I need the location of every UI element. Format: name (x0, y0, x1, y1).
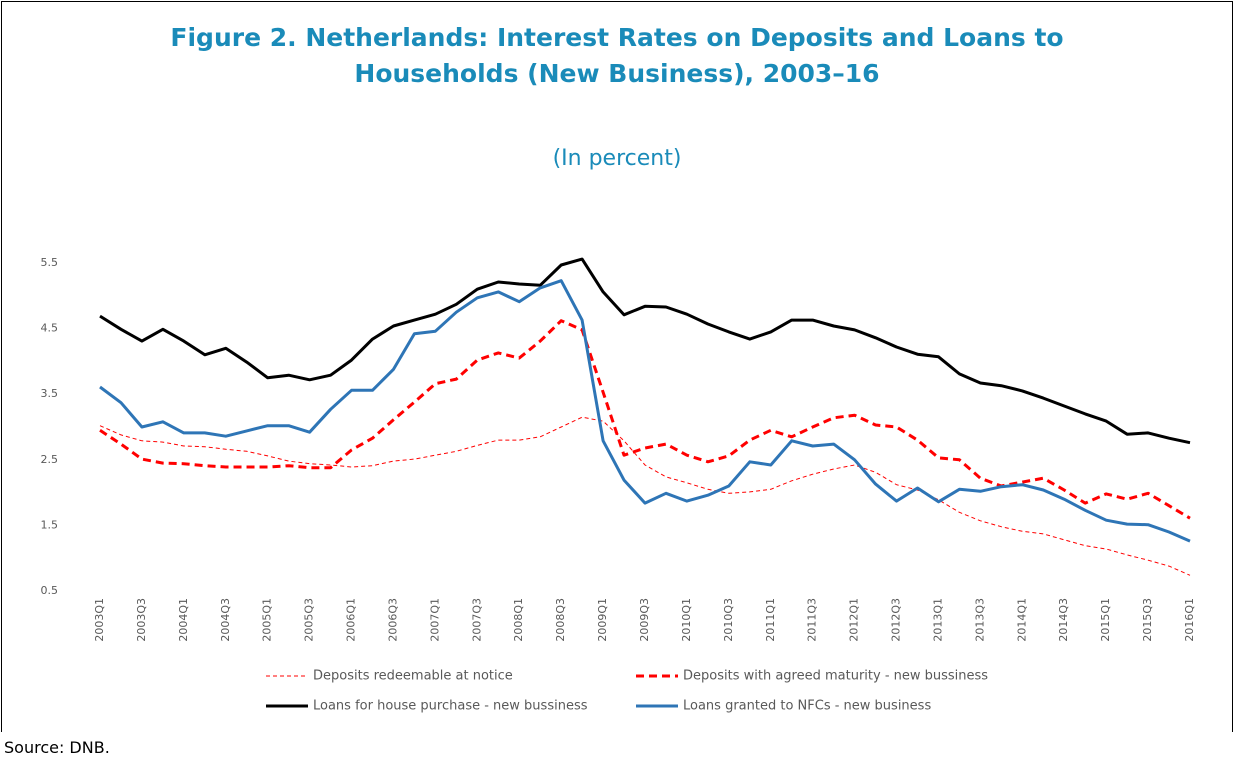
x-tick-label: 2005Q3 (303, 598, 316, 642)
chart-title: Figure 2. Netherlands: Interest Rates on… (170, 23, 1064, 88)
y-tick-label: 3.5 (41, 387, 59, 400)
y-tick-label: 4.5 (41, 322, 59, 335)
x-tick-label: 2004Q1 (177, 598, 190, 642)
x-tick-label: 2010Q3 (722, 598, 735, 642)
x-tick-label: 2004Q3 (219, 598, 232, 642)
series-line (99, 416, 1191, 576)
x-tick-label: 2015Q1 (1099, 598, 1112, 642)
x-tick-label: 2014Q1 (1015, 598, 1028, 642)
x-tick-label: 2009Q1 (596, 598, 609, 642)
y-tick-label: 2.5 (41, 453, 59, 466)
x-tick-label: 2013Q1 (931, 598, 944, 642)
series-line (99, 257, 1191, 445)
y-tick-label: 1.5 (41, 518, 59, 531)
x-tick-label: 2016Q1 (1183, 598, 1196, 642)
source-note: Source: DNB. (4, 738, 110, 757)
x-tick-label: 2015Q3 (1141, 598, 1154, 642)
x-tick-label: 2009Q3 (638, 598, 651, 642)
series-line (99, 319, 1191, 520)
x-tick-label: 2014Q3 (1057, 598, 1070, 642)
x-tick-label: 2012Q3 (890, 598, 903, 642)
x-tick-label: 2013Q3 (973, 598, 986, 642)
x-tick-label: 2007Q1 (428, 598, 441, 642)
legend-label: Deposits with agreed maturity - new buss… (683, 669, 988, 684)
x-tick-label: 2008Q1 (512, 598, 525, 642)
x-tick-label: 2011Q3 (806, 598, 819, 642)
legend-label: Loans granted to NFCs - new business (683, 699, 931, 714)
chart-subtitle: (In percent) (552, 146, 682, 171)
x-tick-label: 2008Q3 (554, 598, 567, 642)
x-tick-label: 2010Q1 (680, 598, 693, 642)
legend-label: Deposits redeemable at notice (313, 669, 513, 684)
x-tick-label: 2003Q3 (135, 598, 148, 642)
x-tick-label: 2006Q1 (345, 598, 358, 642)
x-tick-label: 2003Q1 (93, 598, 106, 642)
y-tick-label: 0.5 (41, 584, 59, 597)
x-tick-label: 2006Q3 (386, 598, 399, 642)
legend-label: Loans for house purchase - new bussiness (313, 699, 588, 714)
x-tick-label: 2011Q1 (764, 598, 777, 642)
x-tick-label: 2005Q1 (261, 598, 274, 642)
x-tick-label: 2012Q1 (848, 598, 861, 642)
x-tick-label: 2007Q3 (470, 598, 483, 642)
y-tick-label: 5.5 (41, 256, 59, 269)
frame (1, 1, 1233, 732)
series-line (99, 279, 1191, 543)
